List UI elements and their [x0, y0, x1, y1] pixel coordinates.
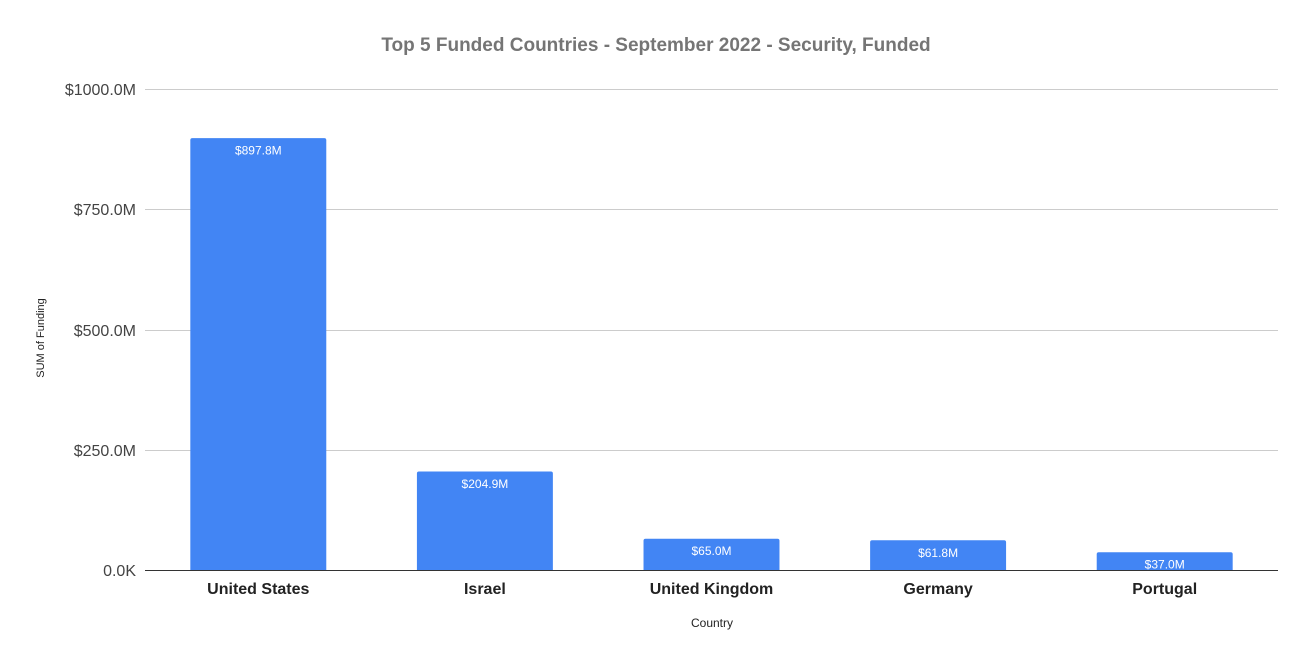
- y-tick-label: $1000.0M: [65, 82, 136, 99]
- x-tick-label: United States: [207, 581, 309, 598]
- bar: [1096, 552, 1233, 570]
- bar-data-label: $897.8M: [235, 144, 282, 158]
- x-tick-label: Germany: [903, 581, 972, 598]
- x-tick-label: Portugal: [1132, 581, 1197, 598]
- y-axis-ticks: 0.0K $250.0M $500.0M $750.0M $1000.0M: [65, 82, 136, 580]
- bars: [190, 138, 1233, 570]
- bar: [870, 540, 1007, 570]
- bar-data-label: $37.0M: [1145, 558, 1185, 572]
- bar: [190, 138, 327, 570]
- data-labels: $897.8M $204.9M $65.0M $61.8M $37.0M: [235, 144, 1185, 572]
- x-tick-label: Israel: [464, 581, 506, 598]
- y-tick-label: $500.0M: [74, 323, 136, 340]
- x-tick-label: United Kingdom: [650, 581, 774, 598]
- x-axis-ticks: United States Israel United Kingdom Germany…: [207, 581, 1197, 598]
- y-tick-label: $750.0M: [74, 202, 136, 219]
- bar-data-label: $204.9M: [462, 477, 509, 491]
- chart-title: Top 5 Funded Countries - September 2022 …: [381, 35, 930, 56]
- y-tick-label: 0.0K: [103, 563, 136, 580]
- bar: [416, 471, 553, 570]
- gridlines: [145, 89, 1278, 451]
- bar-data-label: $65.0M: [691, 544, 731, 558]
- bar: [643, 538, 780, 570]
- y-axis-title: SUM of Funding: [35, 298, 47, 377]
- bar-data-label: $61.8M: [918, 546, 958, 560]
- y-tick-label: $250.0M: [74, 443, 136, 460]
- x-axis-title: Country: [691, 616, 733, 630]
